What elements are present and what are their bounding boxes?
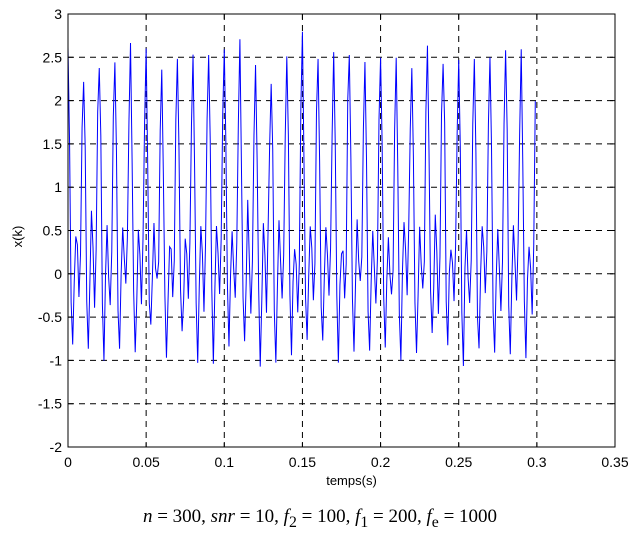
y-tick-label: -1: [50, 352, 63, 368]
caption-fe-subscript: e: [431, 513, 439, 531]
ticks-layer: 0 0.05 0.1 0.15 0.2 0.25 0.3 0.35 -2 -1.5 -1 -0.5 0 0…: [38, 6, 629, 470]
x-axis-label: temps(s): [326, 473, 377, 488]
caption-snr-value: 10: [255, 506, 275, 527]
y-axis-label: x(k): [10, 226, 25, 248]
x-tick-label: 0: [64, 454, 72, 470]
x-tick-label: 0.35: [601, 454, 628, 470]
caption-n-symbol: n: [142, 506, 153, 527]
y-tick-label: 1.5: [43, 136, 63, 152]
y-tick-label: 1: [54, 179, 62, 195]
y-tick-label: 3: [54, 6, 62, 22]
grid-layer: [68, 14, 615, 447]
x-tick-label: 0.1: [215, 454, 235, 470]
caption-n-value: 300: [172, 506, 202, 527]
chart: 0 0.05 0.1 0.15 0.2 0.25 0.3 0.35 -2 -1.5 -1 -0.5 0 0…: [10, 6, 629, 488]
y-tick-label: -0.5: [38, 309, 62, 325]
caption-f2-subscript: 2: [288, 513, 297, 531]
caption-fe-symbol: f: [426, 506, 432, 527]
caption-fe-value: 1000: [459, 506, 498, 527]
caption-f2-value: 100: [317, 506, 346, 527]
x-tick-label: 0.2: [371, 454, 391, 470]
y-tick-label: -1.5: [38, 396, 62, 412]
caption-f1-value: 200: [388, 506, 418, 527]
caption-f1-symbol: f: [355, 506, 361, 527]
x-tick-label: 0.25: [445, 454, 472, 470]
y-tick-label: 2: [54, 93, 62, 109]
caption-f2-symbol: f: [283, 506, 289, 527]
signal-series-line: [67, 31, 536, 367]
y-tick-label: 0.5: [43, 223, 63, 239]
caption-snr-symbol: snr: [210, 506, 235, 527]
y-tick-label: 2.5: [43, 49, 63, 65]
y-tick-label: -2: [50, 439, 63, 455]
caption-f1-subscript: 1: [360, 513, 369, 531]
x-tick-label: 0.3: [527, 454, 547, 470]
figure-caption: n = 300, snr = 10, f2 = 100, f1 = 200, f…: [142, 506, 498, 531]
y-tick-label: 0: [54, 266, 62, 282]
x-tick-label: 0.05: [133, 454, 160, 470]
x-tick-label: 0.15: [289, 454, 316, 470]
